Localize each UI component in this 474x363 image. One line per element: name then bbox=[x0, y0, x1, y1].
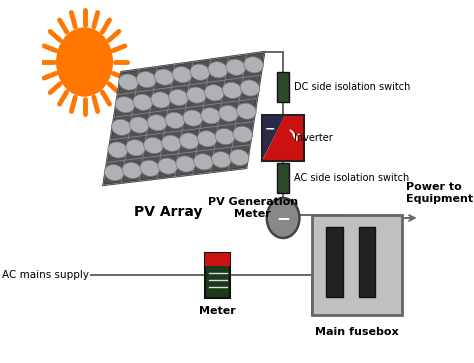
Bar bbox=[205, 253, 230, 298]
Ellipse shape bbox=[111, 119, 131, 135]
Ellipse shape bbox=[169, 90, 188, 106]
Text: PV Generation
Meter: PV Generation Meter bbox=[208, 197, 298, 219]
Ellipse shape bbox=[104, 164, 124, 181]
Bar bbox=[327, 227, 343, 297]
Ellipse shape bbox=[129, 117, 149, 133]
Bar bbox=[262, 115, 304, 161]
Ellipse shape bbox=[162, 135, 181, 151]
Bar bbox=[312, 215, 401, 315]
Ellipse shape bbox=[229, 150, 249, 166]
Text: Main fusebox: Main fusebox bbox=[315, 327, 399, 337]
Ellipse shape bbox=[137, 72, 156, 88]
Polygon shape bbox=[103, 52, 264, 185]
Bar bbox=[359, 227, 375, 297]
Text: −: − bbox=[276, 209, 290, 227]
Ellipse shape bbox=[158, 158, 177, 174]
Ellipse shape bbox=[201, 108, 220, 124]
Polygon shape bbox=[262, 115, 285, 161]
Ellipse shape bbox=[233, 126, 253, 142]
Ellipse shape bbox=[226, 59, 246, 76]
Text: Inverter: Inverter bbox=[294, 133, 332, 143]
Ellipse shape bbox=[126, 140, 146, 156]
Ellipse shape bbox=[197, 131, 217, 147]
Ellipse shape bbox=[147, 115, 167, 131]
Ellipse shape bbox=[237, 103, 256, 119]
Text: AC mains supply: AC mains supply bbox=[2, 270, 90, 280]
Polygon shape bbox=[262, 115, 304, 161]
Ellipse shape bbox=[115, 97, 135, 113]
Ellipse shape bbox=[240, 80, 260, 96]
Ellipse shape bbox=[151, 92, 170, 108]
Ellipse shape bbox=[165, 112, 185, 129]
Ellipse shape bbox=[133, 94, 153, 110]
Ellipse shape bbox=[194, 154, 213, 170]
Bar bbox=[205, 253, 230, 265]
Ellipse shape bbox=[208, 62, 228, 78]
Ellipse shape bbox=[122, 162, 142, 179]
Text: −: − bbox=[265, 122, 275, 135]
Text: PV Array: PV Array bbox=[135, 205, 203, 219]
Ellipse shape bbox=[176, 156, 195, 172]
Text: AC side isolation switch: AC side isolation switch bbox=[294, 173, 409, 183]
Circle shape bbox=[57, 28, 112, 96]
Ellipse shape bbox=[144, 138, 163, 154]
Ellipse shape bbox=[140, 160, 160, 176]
Bar bbox=[277, 163, 289, 193]
Ellipse shape bbox=[187, 87, 206, 103]
Text: DC side isolation switch: DC side isolation switch bbox=[294, 82, 410, 92]
Ellipse shape bbox=[190, 64, 210, 80]
Circle shape bbox=[267, 198, 300, 238]
Text: Power to
Equipment: Power to Equipment bbox=[406, 182, 473, 204]
Ellipse shape bbox=[222, 82, 242, 98]
Ellipse shape bbox=[183, 110, 202, 126]
Ellipse shape bbox=[155, 69, 174, 85]
Ellipse shape bbox=[179, 133, 199, 149]
Bar bbox=[277, 72, 289, 102]
Ellipse shape bbox=[219, 105, 238, 122]
Ellipse shape bbox=[108, 142, 128, 158]
Ellipse shape bbox=[204, 85, 224, 101]
Ellipse shape bbox=[244, 57, 264, 73]
Text: Meter: Meter bbox=[200, 306, 236, 315]
Ellipse shape bbox=[172, 67, 192, 83]
Ellipse shape bbox=[211, 152, 231, 168]
Ellipse shape bbox=[118, 74, 138, 90]
Ellipse shape bbox=[215, 129, 235, 144]
